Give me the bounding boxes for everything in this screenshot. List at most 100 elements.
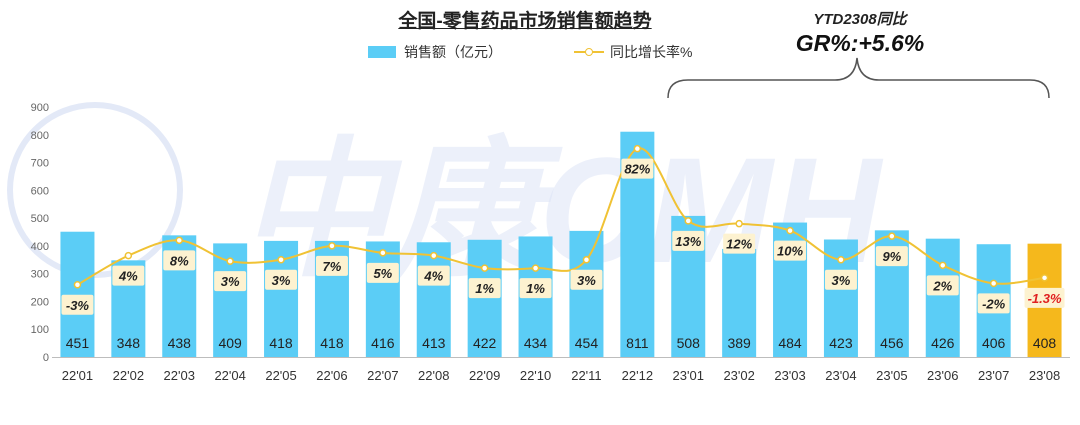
legend-growth-label: 同比增长率% xyxy=(610,44,693,60)
growth-label: 5% xyxy=(373,266,392,281)
bar-value-label: 451 xyxy=(66,335,90,351)
bar-value-label: 454 xyxy=(575,335,599,351)
growth-label-box xyxy=(570,269,603,290)
growth-label-box xyxy=(723,233,756,254)
growth-label-box xyxy=(1024,287,1065,308)
legend-item-growth: 同比增长率% xyxy=(574,42,692,62)
growth-label-box xyxy=(875,246,908,267)
legend-bar-swatch xyxy=(368,46,396,58)
growth-label: 2% xyxy=(932,278,952,293)
bar-value-label: 811 xyxy=(626,335,649,351)
growth-point xyxy=(888,232,896,240)
growth-label: 1% xyxy=(475,281,494,296)
bar-value-label: 418 xyxy=(269,335,293,351)
growth-label-box xyxy=(417,265,450,286)
growth-label-box xyxy=(163,250,196,271)
bar-value-label: 416 xyxy=(371,335,395,351)
bar-value-label: 484 xyxy=(778,335,802,351)
growth-label: 4% xyxy=(118,269,138,284)
y-tick-label: 100 xyxy=(31,324,49,336)
growth-point xyxy=(1040,274,1049,282)
growth-point xyxy=(684,217,692,225)
growth-label: 3% xyxy=(221,274,240,289)
growth-point xyxy=(837,256,845,264)
growth-label: 10% xyxy=(777,244,803,259)
growth-point xyxy=(226,257,234,265)
growth-label: 3% xyxy=(272,273,291,288)
y-tick-label: 800 xyxy=(31,130,49,142)
growth-label: 82% xyxy=(624,162,650,177)
bar xyxy=(60,231,95,357)
growth-point xyxy=(175,236,183,245)
x-tick-label: 22'08 xyxy=(418,368,449,383)
growth-label-box xyxy=(774,240,807,261)
bar xyxy=(569,230,604,357)
growth-label: 4% xyxy=(423,269,443,284)
growth-point xyxy=(480,264,489,272)
bar-value-label: 508 xyxy=(677,335,701,351)
x-tick-label: 22'03 xyxy=(164,368,195,383)
growth-label-box xyxy=(61,294,94,315)
bar-value-label: 409 xyxy=(218,335,242,351)
growth-point xyxy=(531,264,540,272)
growth-point xyxy=(379,249,387,257)
x-tick-label: 22'06 xyxy=(316,368,347,383)
growth-label-box xyxy=(977,293,1010,314)
growth-point xyxy=(124,251,133,260)
bar-value-label: 426 xyxy=(931,335,955,351)
growth-label: 9% xyxy=(882,249,901,264)
y-tick-label: 400 xyxy=(31,241,49,253)
bar-value-label: 389 xyxy=(727,335,751,351)
growth-label-box xyxy=(214,271,247,292)
x-tick-label: 23'05 xyxy=(876,368,907,383)
growth-label-box xyxy=(824,269,857,290)
bar xyxy=(416,242,451,357)
y-tick-label: 700 xyxy=(31,158,49,170)
growth-point xyxy=(939,261,947,270)
chart-legend: 销售额（亿元） 同比增长率% xyxy=(368,42,764,62)
y-tick-label: 300 xyxy=(31,269,49,281)
x-tick-label: 22'09 xyxy=(469,368,500,383)
growth-point xyxy=(582,256,591,264)
bar-value-label: 348 xyxy=(117,335,141,351)
bar-value-label: 434 xyxy=(524,335,548,351)
bar xyxy=(722,248,757,357)
growth-point xyxy=(328,242,336,250)
ytd-growth-value: GR%:+5.6% xyxy=(795,30,925,56)
x-tick-label: 23'01 xyxy=(673,368,704,383)
bar xyxy=(365,241,400,357)
bar-value-label: 422 xyxy=(473,335,497,351)
x-tick-label: 22'05 xyxy=(265,368,296,383)
legend-line-swatch xyxy=(574,46,604,58)
x-tick-label: 22'01 xyxy=(62,368,93,383)
bar xyxy=(467,239,502,357)
growth-label: 13% xyxy=(675,234,701,249)
growth-label: -2% xyxy=(982,296,1006,311)
growth-label-box xyxy=(926,275,959,296)
y-tick-label: 200 xyxy=(31,296,49,308)
bar-value-label: 423 xyxy=(829,335,853,351)
growth-point xyxy=(430,251,438,260)
bar-value-label: 438 xyxy=(168,335,192,351)
growth-label-box xyxy=(366,262,399,283)
growth-label: 3% xyxy=(577,273,596,288)
y-tick-label: 500 xyxy=(31,213,49,225)
growth-label-box xyxy=(265,269,298,290)
legend-item-sales: 销售额（亿元） xyxy=(368,42,502,62)
growth-label-box xyxy=(112,265,145,286)
x-tick-label: 23'04 xyxy=(825,368,856,383)
growth-label-box xyxy=(315,255,348,276)
growth-label-box xyxy=(468,278,501,299)
growth-label: 8% xyxy=(170,253,189,268)
growth-point xyxy=(786,226,794,235)
growth-label: -3% xyxy=(66,298,90,313)
x-tick-label: 22'02 xyxy=(113,368,144,383)
growth-label: 7% xyxy=(323,259,342,274)
growth-point xyxy=(989,279,998,288)
x-tick-label: 23'03 xyxy=(774,368,805,383)
bar-value-label: 418 xyxy=(320,335,344,351)
x-tick-label: 22'10 xyxy=(520,368,551,383)
growth-label-box xyxy=(672,230,705,251)
growth-point xyxy=(633,144,642,153)
growth-label: 3% xyxy=(832,273,851,288)
